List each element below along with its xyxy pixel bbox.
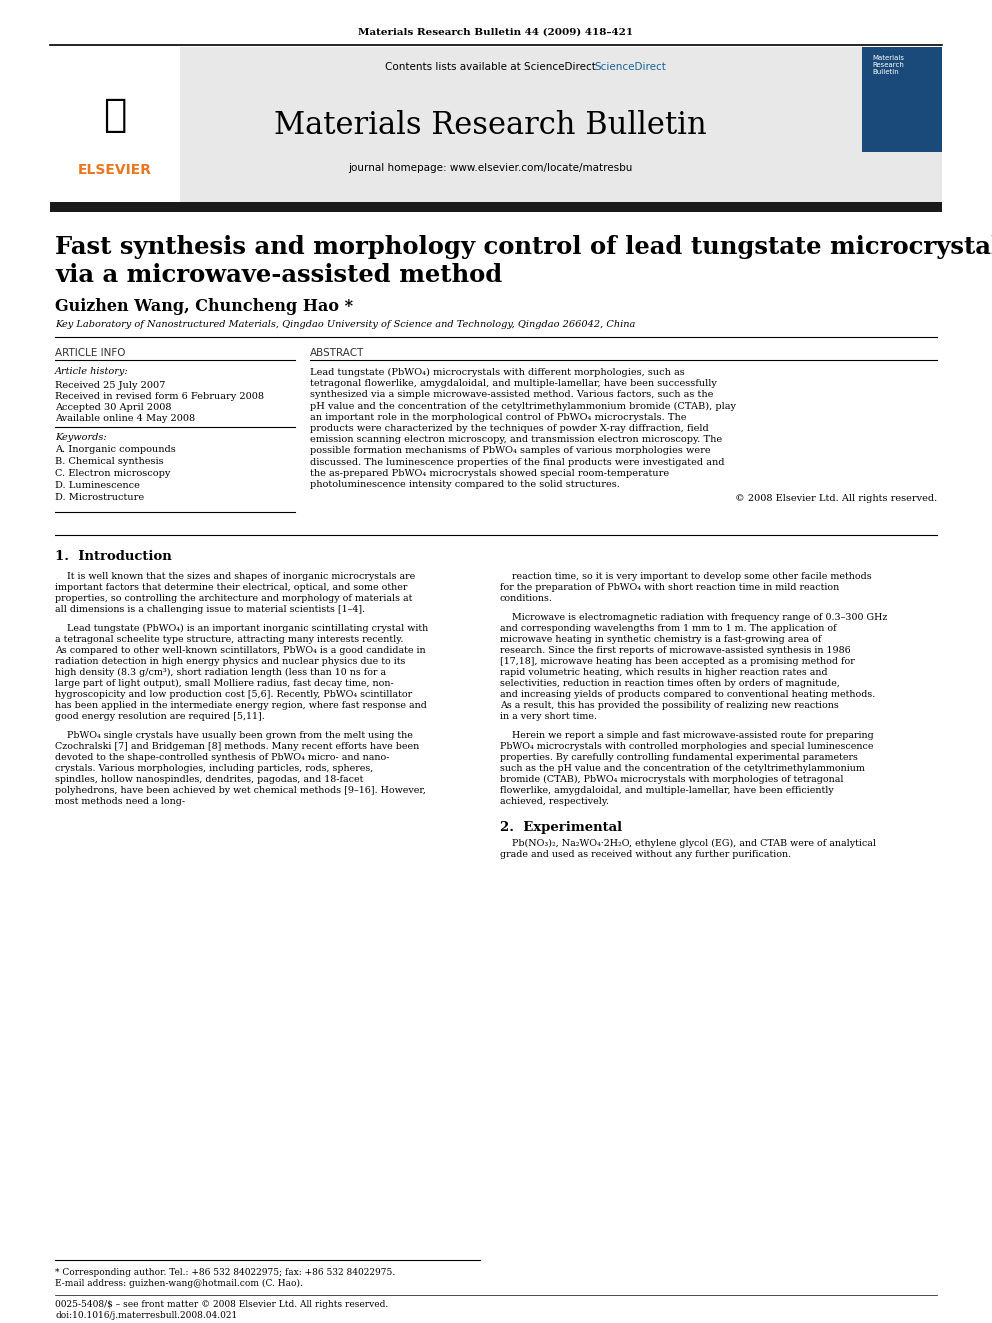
- Text: ARTICLE INFO: ARTICLE INFO: [55, 348, 126, 359]
- Text: Key Laboratory of Nanostructured Materials, Qingdao University of Science and Te: Key Laboratory of Nanostructured Materia…: [55, 320, 635, 329]
- Text: possible formation mechanisms of PbWO₄ samples of various morphologies were: possible formation mechanisms of PbWO₄ s…: [310, 446, 710, 455]
- Text: ELSEVIER: ELSEVIER: [78, 163, 152, 177]
- Text: Materials Research Bulletin 44 (2009) 418–421: Materials Research Bulletin 44 (2009) 41…: [358, 28, 634, 37]
- Text: Accepted 30 April 2008: Accepted 30 April 2008: [55, 404, 172, 411]
- Text: hygroscopicity and low production cost [5,6]. Recently, PbWO₄ scintillator: hygroscopicity and low production cost […: [55, 691, 412, 699]
- Text: in a very short time.: in a very short time.: [500, 712, 597, 721]
- Text: spindles, hollow nanospindles, dendrites, pagodas, and 18-facet: spindles, hollow nanospindles, dendrites…: [55, 775, 363, 785]
- Text: polyhedrons, have been achieved by wet chemical methods [9–16]. However,: polyhedrons, have been achieved by wet c…: [55, 786, 426, 795]
- Text: products were characterized by the techniques of powder X-ray diffraction, field: products were characterized by the techn…: [310, 423, 708, 433]
- Text: Lead tungstate (PbWO₄) is an important inorganic scintillating crystal with: Lead tungstate (PbWO₄) is an important i…: [55, 624, 429, 634]
- Text: a tetragonal scheelite type structure, attracting many interests recently.: a tetragonal scheelite type structure, a…: [55, 635, 404, 644]
- Text: Materials
Research
Bulletin: Materials Research Bulletin: [872, 56, 904, 75]
- Text: conditions.: conditions.: [500, 594, 553, 603]
- Text: radiation detection in high energy physics and nuclear physics due to its: radiation detection in high energy physi…: [55, 658, 406, 665]
- Text: Keywords:: Keywords:: [55, 433, 106, 442]
- Text: Available online 4 May 2008: Available online 4 May 2008: [55, 414, 195, 423]
- Bar: [862, 48, 942, 152]
- Text: discussed. The luminescence properties of the final products were investigated a: discussed. The luminescence properties o…: [310, 458, 724, 467]
- Text: 0025-5408/$ – see front matter © 2008 Elsevier Ltd. All rights reserved.: 0025-5408/$ – see front matter © 2008 El…: [55, 1301, 388, 1308]
- Text: As compared to other well-known scintillators, PbWO₄ is a good candidate in: As compared to other well-known scintill…: [55, 646, 426, 655]
- Text: doi:10.1016/j.materresbull.2008.04.021: doi:10.1016/j.materresbull.2008.04.021: [55, 1311, 237, 1320]
- Text: Materials Research Bulletin: Materials Research Bulletin: [274, 110, 706, 142]
- Text: most methods need a long-: most methods need a long-: [55, 796, 186, 806]
- Text: Guizhen Wang, Chuncheng Hao *: Guizhen Wang, Chuncheng Hao *: [55, 298, 353, 315]
- Text: selectivities, reduction in reaction times often by orders of magnitude,: selectivities, reduction in reaction tim…: [500, 679, 840, 688]
- Text: bromide (CTAB), PbWO₄ microcrystals with morphologies of tetragonal: bromide (CTAB), PbWO₄ microcrystals with…: [500, 775, 843, 785]
- Text: [17,18], microwave heating has been accepted as a promising method for: [17,18], microwave heating has been acce…: [500, 658, 855, 665]
- Text: * Corresponding author. Tel.: +86 532 84022975; fax: +86 532 84022975.: * Corresponding author. Tel.: +86 532 84…: [55, 1267, 395, 1277]
- Text: B. Chemical synthesis: B. Chemical synthesis: [55, 456, 164, 466]
- Text: and increasing yields of products compared to conventional heating methods.: and increasing yields of products compar…: [500, 691, 875, 699]
- Text: Microwave is electromagnetic radiation with frequency range of 0.3–300 GHz: Microwave is electromagnetic radiation w…: [500, 613, 888, 622]
- Text: tetragonal flowerlike, amygdaloidal, and multiple-lamellar, have been successful: tetragonal flowerlike, amygdaloidal, and…: [310, 380, 717, 388]
- Text: emission scanning electron microscopy, and transmission electron microscopy. The: emission scanning electron microscopy, a…: [310, 435, 722, 445]
- Text: 2.  Experimental: 2. Experimental: [500, 822, 622, 833]
- Text: E-mail address: guizhen-wang@hotmail.com (C. Hao).: E-mail address: guizhen-wang@hotmail.com…: [55, 1279, 303, 1289]
- Text: synthesized via a simple microwave-assisted method. Various factors, such as the: synthesized via a simple microwave-assis…: [310, 390, 713, 400]
- Text: microwave heating in synthetic chemistry is a fast-growing area of: microwave heating in synthetic chemistry…: [500, 635, 821, 644]
- Text: important factors that determine their electrical, optical, and some other: important factors that determine their e…: [55, 583, 408, 591]
- Text: Article history:: Article history:: [55, 366, 129, 376]
- Text: achieved, respectively.: achieved, respectively.: [500, 796, 609, 806]
- Text: via a microwave-assisted method: via a microwave-assisted method: [55, 263, 502, 287]
- Text: an important role in the morphological control of PbWO₄ microcrystals. The: an important role in the morphological c…: [310, 413, 686, 422]
- Text: large part of light output), small Molliere radius, fast decay time, non-: large part of light output), small Molli…: [55, 679, 394, 688]
- Text: 🌳: 🌳: [103, 97, 127, 134]
- Bar: [50, 48, 180, 202]
- Text: crystals. Various morphologies, including particles, rods, spheres,: crystals. Various morphologies, includin…: [55, 763, 373, 773]
- Text: journal homepage: www.elsevier.com/locate/matresbu: journal homepage: www.elsevier.com/locat…: [348, 163, 632, 173]
- Text: Fast synthesis and morphology control of lead tungstate microcrystals: Fast synthesis and morphology control of…: [55, 235, 992, 259]
- Text: © 2008 Elsevier Ltd. All rights reserved.: © 2008 Elsevier Ltd. All rights reserved…: [735, 495, 937, 503]
- Text: properties, so controlling the architecture and morphology of materials at: properties, so controlling the architect…: [55, 594, 413, 603]
- Text: photoluminescence intensity compared to the solid structures.: photoluminescence intensity compared to …: [310, 480, 620, 490]
- Text: pH value and the concentration of the cetyltrimethylammonium bromide (CTAB), pla: pH value and the concentration of the ce…: [310, 402, 736, 410]
- Text: Contents lists available at ScienceDirect: Contents lists available at ScienceDirec…: [385, 62, 595, 71]
- Text: D. Luminescence: D. Luminescence: [55, 482, 140, 490]
- Bar: [50, 48, 942, 202]
- Text: Herein we report a simple and fast microwave-assisted route for preparing: Herein we report a simple and fast micro…: [500, 732, 874, 740]
- Text: As a result, this has provided the possibility of realizing new reactions: As a result, this has provided the possi…: [500, 701, 839, 710]
- Text: the as-prepared PbWO₄ microcrystals showed special room-temperature: the as-prepared PbWO₄ microcrystals show…: [310, 468, 670, 478]
- Text: Lead tungstate (PbWO₄) microcrystals with different morphologies, such as: Lead tungstate (PbWO₄) microcrystals wit…: [310, 368, 684, 377]
- Text: devoted to the shape-controlled synthesis of PbWO₄ micro- and nano-: devoted to the shape-controlled synthesi…: [55, 753, 390, 762]
- Text: 1.  Introduction: 1. Introduction: [55, 550, 172, 564]
- Text: PbWO₄ single crystals have usually been grown from the melt using the: PbWO₄ single crystals have usually been …: [55, 732, 413, 740]
- Text: reaction time, so it is very important to develop some other facile methods: reaction time, so it is very important t…: [500, 572, 872, 581]
- Text: A. Inorganic compounds: A. Inorganic compounds: [55, 445, 176, 454]
- Text: Czochralski [7] and Bridgeman [8] methods. Many recent efforts have been: Czochralski [7] and Bridgeman [8] method…: [55, 742, 420, 751]
- Text: and corresponding wavelengths from 1 mm to 1 m. The application of: and corresponding wavelengths from 1 mm …: [500, 624, 836, 632]
- Text: flowerlike, amygdaloidal, and multiple-lamellar, have been efficiently: flowerlike, amygdaloidal, and multiple-l…: [500, 786, 833, 795]
- Text: D. Microstructure: D. Microstructure: [55, 493, 144, 501]
- Text: grade and used as received without any further purification.: grade and used as received without any f…: [500, 849, 792, 859]
- Text: C. Electron microscopy: C. Electron microscopy: [55, 468, 171, 478]
- Text: research. Since the first reports of microwave-assisted synthesis in 1986: research. Since the first reports of mic…: [500, 646, 851, 655]
- Text: properties. By carefully controlling fundamental experimental parameters: properties. By carefully controlling fun…: [500, 753, 858, 762]
- Text: Received in revised form 6 February 2008: Received in revised form 6 February 2008: [55, 392, 264, 401]
- Text: has been applied in the intermediate energy region, where fast response and: has been applied in the intermediate ene…: [55, 701, 427, 710]
- Text: ABSTRACT: ABSTRACT: [310, 348, 364, 359]
- Text: Received 25 July 2007: Received 25 July 2007: [55, 381, 166, 390]
- Text: ScienceDirect: ScienceDirect: [594, 62, 666, 71]
- Text: such as the pH value and the concentration of the cetyltrimethylammonium: such as the pH value and the concentrati…: [500, 763, 865, 773]
- Text: PbWO₄ microcrystals with controlled morphologies and special luminescence: PbWO₄ microcrystals with controlled morp…: [500, 742, 874, 751]
- Text: good energy resolution are required [5,11].: good energy resolution are required [5,1…: [55, 712, 265, 721]
- Text: Pb(NO₃)₂, Na₂WO₄·2H₂O, ethylene glycol (EG), and CTAB were of analytical: Pb(NO₃)₂, Na₂WO₄·2H₂O, ethylene glycol (…: [500, 839, 876, 848]
- Bar: [50, 202, 942, 212]
- Text: all dimensions is a challenging issue to material scientists [1–4].: all dimensions is a challenging issue to…: [55, 605, 365, 614]
- Text: high density (8.3 g/cm³), short radiation length (less than 10 ns for a: high density (8.3 g/cm³), short radiatio…: [55, 668, 386, 677]
- Text: for the preparation of PbWO₄ with short reaction time in mild reaction: for the preparation of PbWO₄ with short …: [500, 583, 839, 591]
- Text: rapid volumetric heating, which results in higher reaction rates and: rapid volumetric heating, which results …: [500, 668, 827, 677]
- Text: It is well known that the sizes and shapes of inorganic microcrystals are: It is well known that the sizes and shap…: [55, 572, 416, 581]
